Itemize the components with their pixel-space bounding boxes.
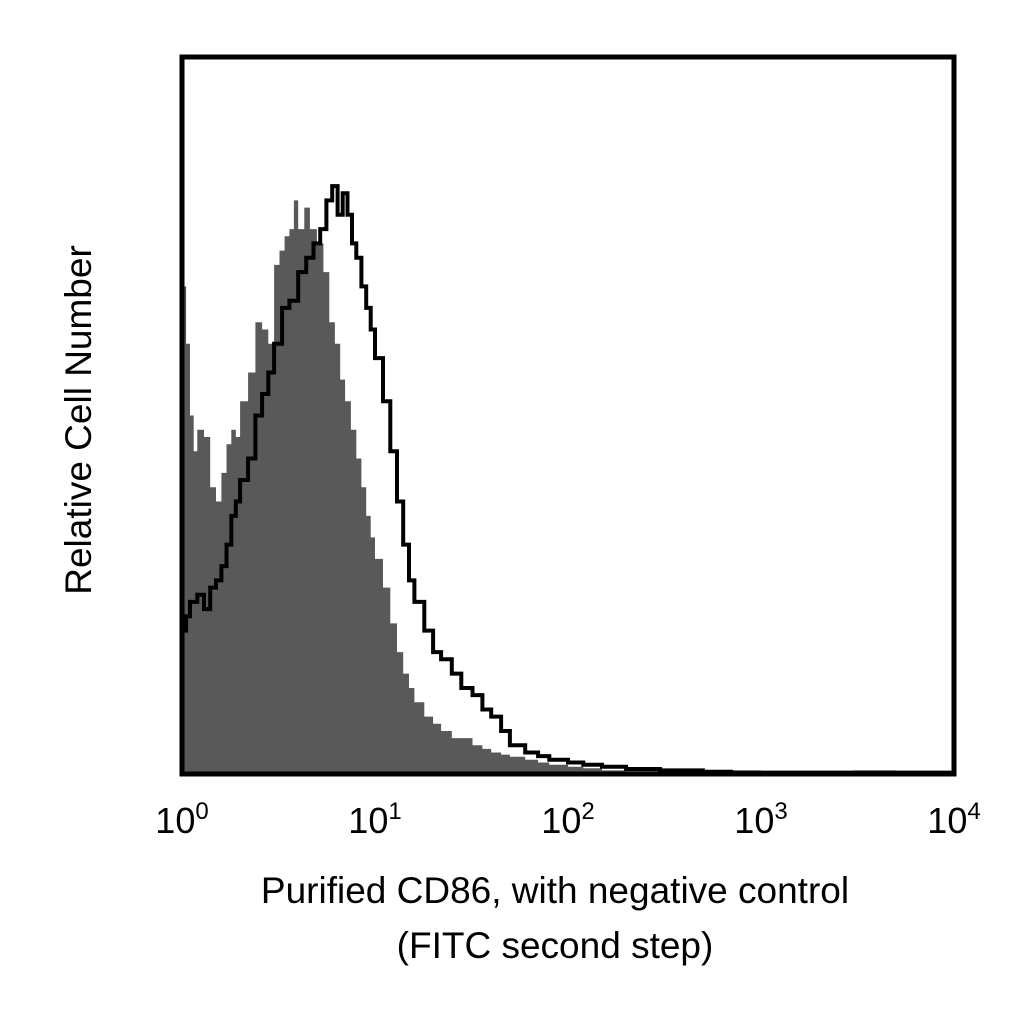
series-layer	[182, 184, 954, 775]
x-axis-label-line1: Purified CD86, with negative control	[261, 870, 849, 911]
x-tick-label: 104	[927, 798, 980, 841]
y-axis-label: Relative Cell Number	[58, 245, 99, 595]
x-tick-label: 101	[348, 798, 401, 841]
cd86-histogram-outline	[182, 184, 954, 775]
x-tick-label: 100	[155, 798, 208, 841]
plot-frame	[179, 54, 957, 777]
x-tick-labels: 100 101 102 103 104	[155, 798, 980, 841]
x-tick-label: 102	[541, 798, 594, 841]
x-axis-label-line2: (FITC second step)	[397, 925, 714, 966]
x-tick-label: 103	[734, 798, 787, 841]
negative-control-histogram	[182, 200, 954, 774]
